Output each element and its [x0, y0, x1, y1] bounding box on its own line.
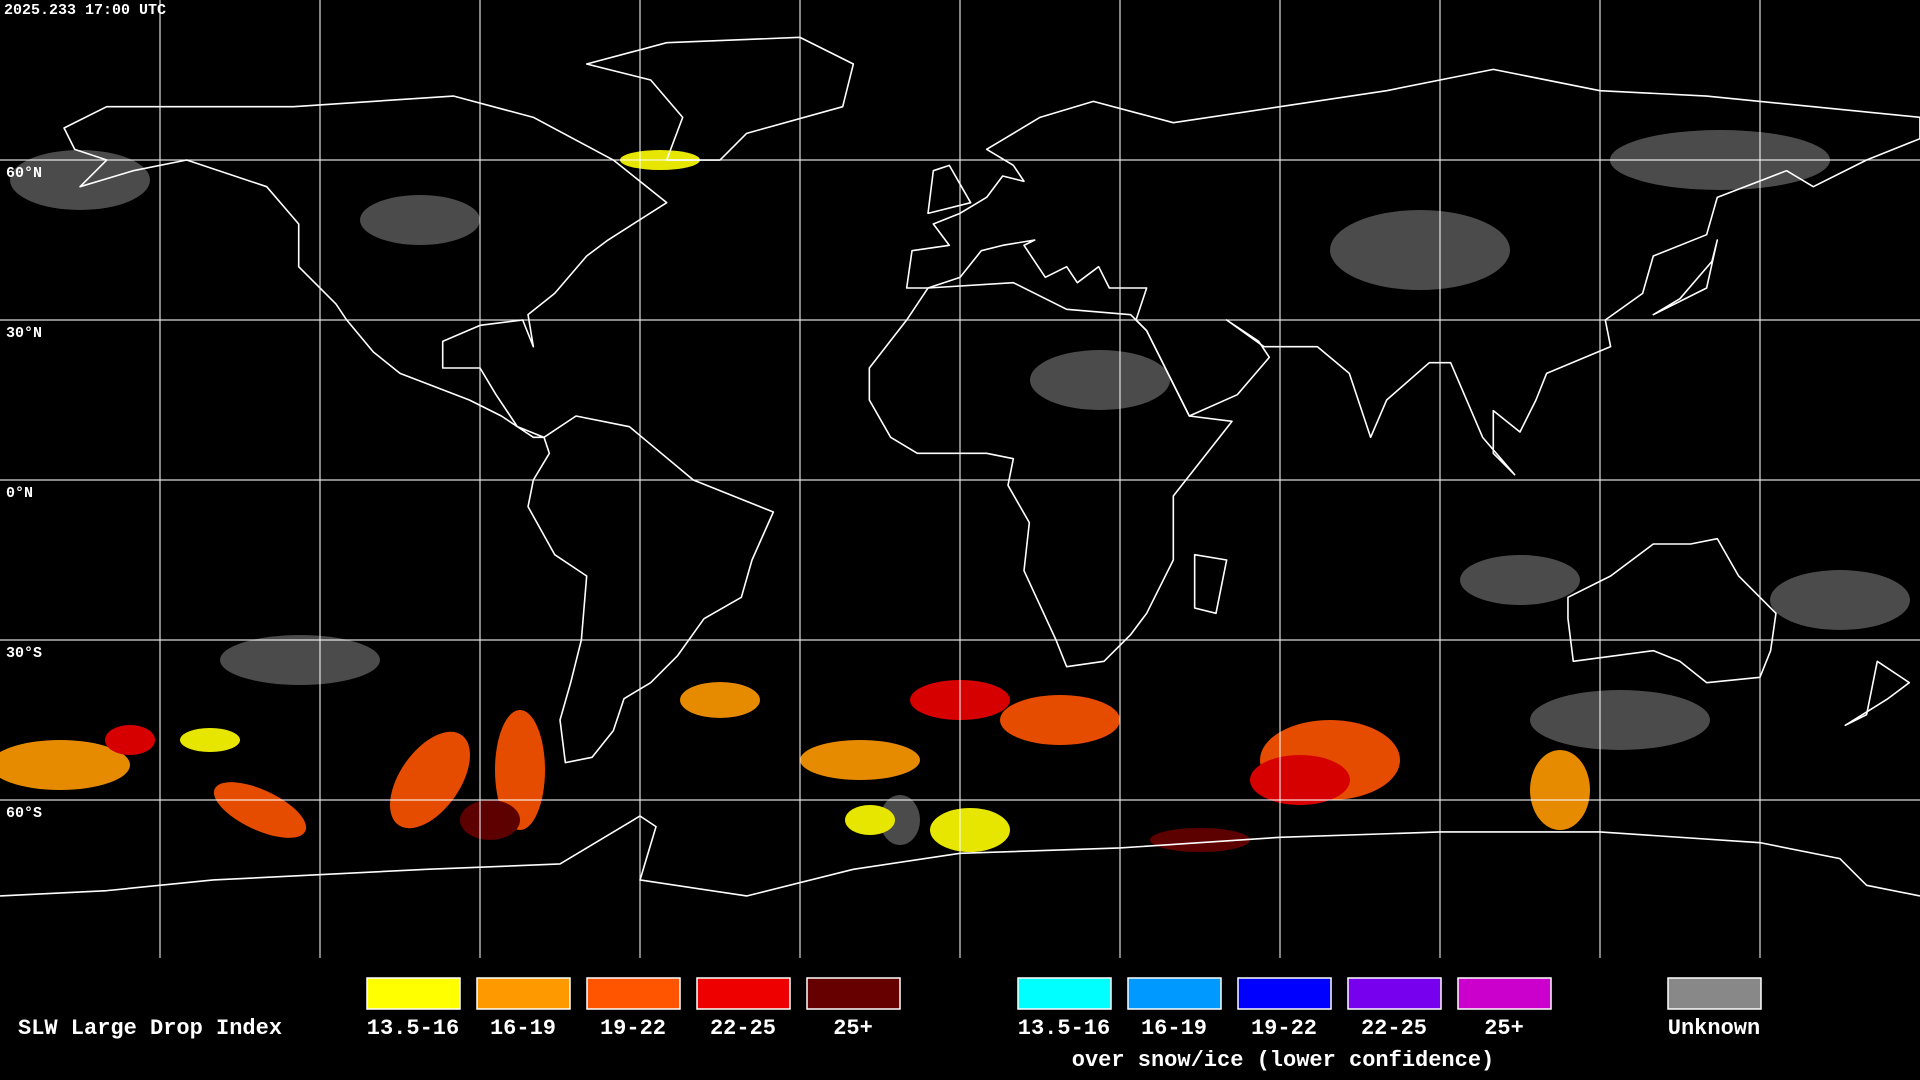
cloud-imagery	[0, 130, 1910, 852]
latitude-label: 60°S	[6, 805, 42, 822]
legend-label: 22-25	[710, 1016, 776, 1041]
snow-note: over snow/ice (lower confidence)	[1072, 1048, 1494, 1073]
legend-label: 19-22	[600, 1016, 666, 1041]
legend-swatch	[1017, 977, 1112, 1010]
latitude-label: 0°N	[6, 485, 33, 502]
timestamp: 2025.233 17:00 UTC	[4, 2, 166, 19]
legend-label: 22-25	[1361, 1016, 1427, 1041]
legend-swatch	[1457, 977, 1552, 1010]
legend-label: 13.5-16	[1018, 1016, 1110, 1041]
legend-swatch	[1127, 977, 1222, 1010]
legend-title: SLW Large Drop Index	[18, 1016, 282, 1041]
legend-swatch	[1347, 977, 1442, 1010]
legend-label: 19-22	[1251, 1016, 1317, 1041]
legend-label: 25+	[1484, 1016, 1524, 1041]
legend-swatch	[366, 977, 461, 1010]
legend-label: 16-19	[490, 1016, 556, 1041]
latitude-label: 60°N	[6, 165, 42, 182]
unknown-swatch	[1667, 977, 1762, 1010]
legend-label: 16-19	[1141, 1016, 1207, 1041]
legend-label: 13.5-16	[367, 1016, 459, 1041]
legend-label: 25+	[833, 1016, 873, 1041]
legend-swatch	[1237, 977, 1332, 1010]
legend-swatch	[696, 977, 791, 1010]
graticule	[0, 0, 1920, 958]
coastlines	[0, 37, 1920, 896]
unknown-label: Unknown	[1668, 1016, 1760, 1041]
legend-swatch	[476, 977, 571, 1010]
legend-swatch	[586, 977, 681, 1010]
map	[0, 0, 1920, 958]
latitude-label: 30°S	[6, 645, 42, 662]
latitude-label: 30°N	[6, 325, 42, 342]
legend-swatch	[806, 977, 901, 1010]
